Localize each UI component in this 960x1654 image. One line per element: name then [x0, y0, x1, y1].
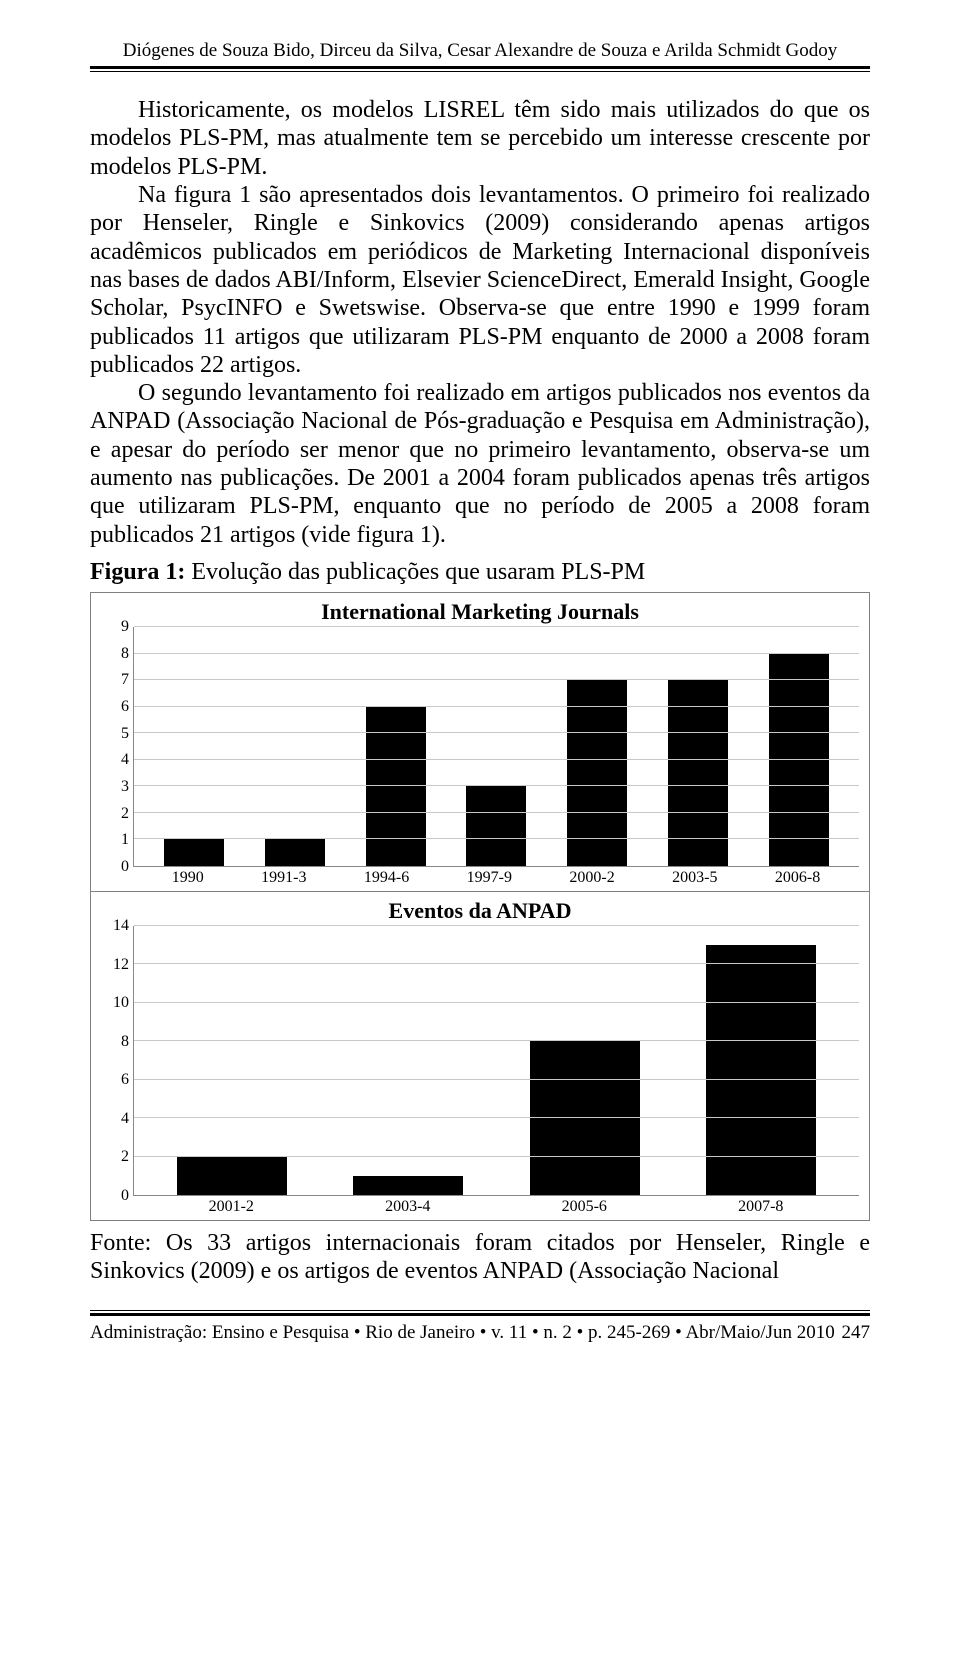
chart-1-area: 0123456789	[101, 627, 859, 867]
x-tick-label: 2003-4	[385, 1198, 430, 1216]
bar	[706, 945, 816, 1195]
y-tick-label: 2	[121, 805, 129, 823]
y-tick-label: 5	[121, 725, 129, 743]
gridline	[134, 1079, 859, 1080]
y-tick-label: 0	[121, 858, 129, 876]
x-tick-label: 2007-8	[738, 1198, 783, 1216]
chart-2-xlabels: 2001-2 2003-4 2005-6 2007-8	[101, 1196, 859, 1216]
chart-2: Eventos da ANPAD 0 2 4 6 8 10 12 14 2001-2 2003-…	[90, 892, 870, 1221]
chart-1-title: International Marketing Journals	[101, 599, 859, 625]
y-tick-label: 4	[121, 1110, 129, 1128]
figure-charts: International Marketing Journals 0123456…	[90, 592, 870, 1221]
header-authors: Diógenes de Souza Bido, Dirceu da Silva,…	[90, 40, 870, 62]
gridline	[134, 679, 859, 680]
footer-rule	[90, 1310, 870, 1316]
figure-caption: Figura 1: Evolução das publicações que u…	[90, 559, 870, 586]
x-tick-label: 2003-5	[672, 869, 717, 887]
y-tick-label: 10	[113, 994, 129, 1012]
figure-label: Figura 1:	[90, 559, 185, 585]
gridline	[134, 963, 859, 964]
y-tick-label: 3	[121, 778, 129, 796]
x-tick-label: 1997-9	[467, 869, 512, 887]
bar	[466, 786, 526, 866]
chart-1-xlabels: 1990 1991-3 1994-6 1997-9 2000-2 2003-5 2006-8	[101, 867, 859, 887]
chart-1-yaxis: 0123456789	[101, 627, 133, 867]
y-tick-label: 7	[121, 671, 129, 689]
x-tick-label: 2000-2	[569, 869, 614, 887]
bar	[353, 1176, 463, 1195]
bar	[164, 839, 224, 866]
header-rule	[90, 66, 870, 72]
gridline	[134, 626, 859, 627]
paragraph-2: Na figura 1 são apresentados dois levant…	[90, 181, 870, 379]
gridline	[134, 759, 859, 760]
y-tick-label: 2	[121, 1148, 129, 1166]
x-tick-label: 1990	[172, 869, 204, 887]
chart-2-area: 02468101214	[101, 926, 859, 1196]
gridline	[134, 925, 859, 926]
bar	[177, 1157, 287, 1195]
x-tick-label: 1994-6	[364, 869, 409, 887]
figure-caption-text: Evolução das publicações que usaram PLS-…	[185, 559, 645, 585]
y-tick-label: 6	[121, 1071, 129, 1089]
y-tick-label: 1	[121, 831, 129, 849]
chart-2-yaxis: 02468101214	[101, 926, 133, 1196]
x-tick-label: 2001-2	[209, 1198, 254, 1216]
footer-left: Administração: Ensino e Pesquisa • Rio d…	[90, 1322, 835, 1344]
footer-page: 247	[842, 1322, 871, 1344]
bar	[265, 839, 325, 866]
x-tick-label: 1991-3	[261, 869, 306, 887]
y-tick-label: 6	[121, 698, 129, 716]
gridline	[134, 1040, 859, 1041]
gridline	[134, 1156, 859, 1157]
x-tick-label: 2006-8	[775, 869, 820, 887]
gridline	[134, 1117, 859, 1118]
footer: Administração: Ensino e Pesquisa • Rio d…	[90, 1322, 870, 1344]
y-tick-label: 12	[113, 956, 129, 974]
body-text: Historicamente, os modelos LISREL têm si…	[90, 96, 870, 549]
y-tick-label: 0	[121, 1187, 129, 1205]
x-tick-label: 2005-6	[562, 1198, 607, 1216]
gridline	[134, 812, 859, 813]
paragraph-3: O segundo levantamento foi realizado em …	[90, 379, 870, 549]
gridline	[134, 653, 859, 654]
chart-1-bars	[134, 627, 859, 866]
gridline	[134, 1002, 859, 1003]
y-tick-label: 14	[113, 917, 129, 935]
y-tick-label: 8	[121, 645, 129, 663]
y-tick-label: 9	[121, 618, 129, 636]
gridline	[134, 706, 859, 707]
chart-2-title: Eventos da ANPAD	[101, 898, 859, 924]
chart-1: International Marketing Journals 0 1 2 3 4 5 6…	[90, 592, 870, 892]
gridline	[134, 785, 859, 786]
paragraph-1: Historicamente, os modelos LISREL têm si…	[90, 96, 870, 181]
gridline	[134, 732, 859, 733]
figure-source: Fonte: Os 33 artigos internacionais fora…	[90, 1229, 870, 1286]
y-tick-label: 4	[121, 751, 129, 769]
gridline	[134, 838, 859, 839]
y-tick-label: 8	[121, 1033, 129, 1051]
bar	[769, 654, 829, 866]
chart-2-plot	[133, 926, 859, 1196]
chart-1-plot	[133, 627, 859, 867]
